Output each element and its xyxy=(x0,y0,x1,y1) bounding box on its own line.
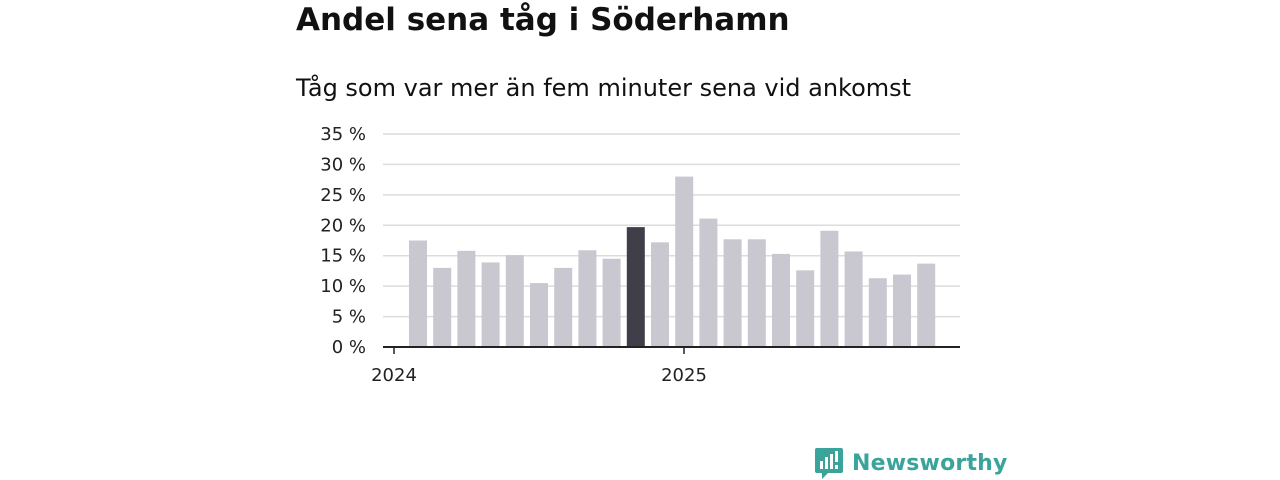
brand-name: Newsworthy xyxy=(852,450,1008,476)
x-tick-label: 2025 xyxy=(661,365,707,386)
bar xyxy=(772,253,790,347)
y-tick-label: 0 % xyxy=(332,337,366,358)
y-tick-label: 5 % xyxy=(332,307,366,328)
y-tick-label: 15 % xyxy=(320,246,366,267)
bar xyxy=(457,250,476,347)
y-tick-label: 35 % xyxy=(320,124,366,145)
chart-subtitle: Tåg som var mer än fem minuter sena vid … xyxy=(296,74,912,102)
bar xyxy=(723,239,742,347)
bar xyxy=(868,278,887,347)
y-axis-ticks: 0 % 5 % 10 % 15 % 20 % 25 % 30 % 35 % xyxy=(320,124,366,358)
brand-logo: Newsworthy xyxy=(814,446,1008,480)
x-tick-label: 2024 xyxy=(371,365,417,386)
bar xyxy=(626,227,645,347)
gridlines xyxy=(383,133,960,318)
bar xyxy=(747,239,766,347)
bar xyxy=(602,258,621,347)
bar xyxy=(530,283,548,347)
y-tick-label: 30 % xyxy=(320,154,366,175)
chart-title: Andel sena tåg i Söderhamn xyxy=(296,2,790,38)
bar xyxy=(844,251,863,347)
y-tick-label: 20 % xyxy=(320,215,366,236)
bar xyxy=(505,255,524,347)
bar xyxy=(917,263,936,347)
bar xyxy=(675,176,694,347)
bar xyxy=(820,230,839,347)
x-axis-ticks: 2024 2025 xyxy=(371,347,707,386)
bar xyxy=(578,250,597,347)
newsworthy-logo-icon xyxy=(815,448,843,479)
bar xyxy=(481,262,500,347)
bar xyxy=(796,270,815,347)
bar xyxy=(409,240,427,347)
y-tick-label: 25 % xyxy=(320,185,366,206)
bar xyxy=(893,274,911,347)
bars xyxy=(409,176,936,347)
bar xyxy=(433,267,452,347)
bar xyxy=(651,242,669,347)
bar xyxy=(554,267,573,347)
bar xyxy=(699,218,718,347)
y-tick-label: 10 % xyxy=(320,276,366,297)
